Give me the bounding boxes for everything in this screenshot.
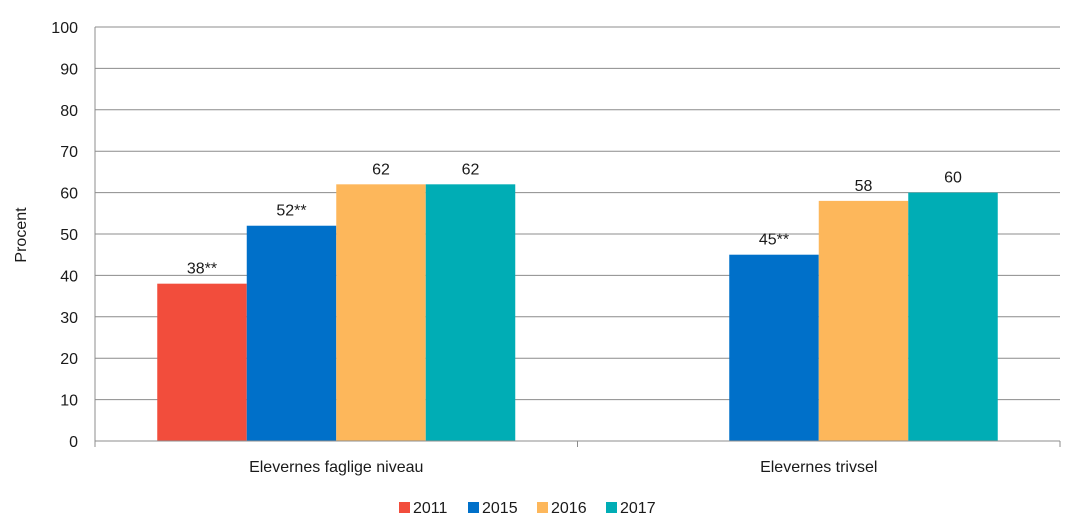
legend-swatch-2016 [537,502,548,513]
y-axis-title: Procent [13,207,30,263]
bar-2015 [729,254,819,441]
legend-swatch-2011 [399,502,410,513]
bar-2011 [157,283,247,441]
data-label: 62 [462,161,480,178]
y-tick-label: 60 [60,186,78,203]
legend: 2011 2015 2016 2017 [399,500,656,517]
y-tick-label: 10 [60,393,78,410]
y-tick-label: 100 [51,20,78,37]
legend-label: 2016 [551,500,587,517]
y-tick-label: 70 [60,144,78,161]
data-label: 52** [276,203,306,220]
legend-swatch-2015 [468,502,479,513]
y-tick-label: 50 [60,227,78,244]
data-label: 58 [855,178,873,195]
y-tick-label: 0 [69,434,78,451]
y-tick-label: 90 [60,61,78,78]
bar-2017 [425,184,516,441]
legend-label: 2015 [482,500,518,517]
x-category-label: Elevernes faglige niveau [249,459,423,476]
data-label: 45** [759,232,789,249]
data-label: 62 [372,161,390,178]
bar-2016 [336,184,426,441]
y-tick-label: 40 [60,268,78,285]
x-category-label: Elevernes trivsel [760,459,877,476]
data-label: 38** [187,261,217,278]
bars [157,184,998,441]
legend-label: 2017 [620,500,656,517]
bar-2017 [908,192,998,441]
y-tick-label: 80 [60,103,78,120]
data-labels: 38** 52** 62 62 45** 58 60 [187,161,962,277]
axes: 0 10 20 30 40 50 60 70 80 90 100 Elevernes faglige … [51,20,1061,476]
data-label: 60 [944,170,962,187]
y-tick-label: 20 [60,351,78,368]
legend-label: 2011 [413,500,448,517]
y-tick-label: 30 [60,310,78,327]
bar-2015 [246,225,337,441]
legend-swatch-2017 [606,502,617,513]
bar-2016 [818,200,909,441]
